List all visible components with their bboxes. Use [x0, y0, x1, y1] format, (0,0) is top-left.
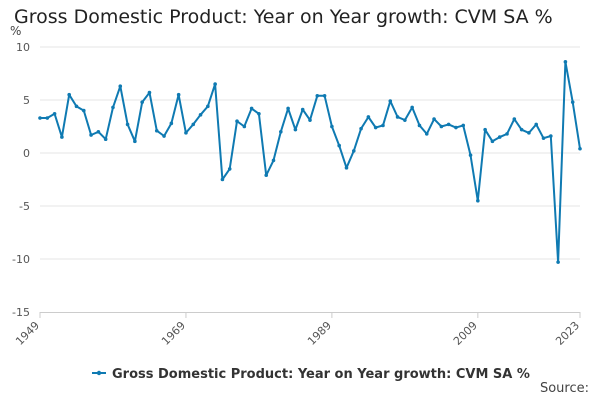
- data-point-1969: [184, 131, 188, 135]
- data-point-1955: [81, 108, 86, 113]
- data-point-1952: [60, 135, 64, 139]
- data-point-2019: [549, 134, 553, 138]
- data-point-2011: [490, 139, 495, 144]
- data-point-2018: [541, 136, 546, 140]
- data-point-1970: [191, 122, 196, 127]
- data-point-1995: [373, 125, 378, 130]
- data-point-1985: [300, 107, 305, 112]
- y-tick-label--15: -15: [12, 306, 30, 319]
- data-point-1994: [366, 115, 371, 119]
- y-tick-label-0: 0: [23, 147, 30, 160]
- data-point-2014: [512, 117, 517, 121]
- data-point-1997: [388, 99, 393, 103]
- y-axis-unit-label: %: [10, 24, 21, 38]
- data-point-2021: [563, 60, 568, 64]
- y-tick-label-5: 5: [23, 94, 30, 107]
- data-point-2013: [505, 132, 509, 136]
- data-point-1949: [38, 116, 42, 120]
- data-point-2002: [424, 132, 429, 136]
- data-point-2016: [527, 131, 531, 135]
- data-point-1967: [169, 121, 174, 126]
- data-point-2012: [497, 135, 502, 139]
- data-point-1971: [198, 113, 203, 117]
- data-point-1988: [322, 93, 327, 98]
- data-point-2015: [519, 127, 524, 132]
- y-tick-label-10: 10: [16, 41, 30, 54]
- data-point-1978: [249, 106, 254, 111]
- data-point-1950: [45, 116, 50, 120]
- data-point-1953: [67, 92, 71, 97]
- data-point-1999: [403, 118, 407, 122]
- data-point-2001: [417, 123, 422, 128]
- data-point-2009: [476, 198, 480, 203]
- x-tick-label-2009: 2009: [451, 319, 480, 348]
- data-point-1976: [235, 119, 239, 123]
- x-tick-label-1969: 1969: [159, 319, 188, 348]
- data-point-2003: [432, 117, 436, 121]
- data-point-1961: [125, 122, 130, 127]
- y-tick-label--10: -10: [12, 253, 30, 266]
- data-point-2022: [570, 100, 575, 104]
- data-point-1973: [213, 82, 217, 86]
- data-point-2008: [468, 153, 473, 157]
- grid-lines: [40, 46, 580, 260]
- data-point-1963: [140, 100, 144, 104]
- data-point-1974: [220, 177, 225, 182]
- data-point-1962: [133, 139, 137, 144]
- data-point-1981: [271, 158, 276, 163]
- data-point-2010: [483, 127, 487, 132]
- data-point-1965: [154, 128, 159, 133]
- source-label: Source:: [539, 381, 589, 396]
- chart-title: Gross Domestic Product: Year on Year gro…: [14, 6, 553, 28]
- x-tick-label-1989: 1989: [305, 319, 334, 348]
- data-point-1956: [89, 133, 93, 137]
- data-point-2007: [461, 123, 466, 128]
- data-point-1977: [242, 124, 247, 129]
- y-axis: 10 5 0 -5 -10 -15%: [10, 24, 30, 319]
- data-point-1960: [118, 84, 123, 89]
- data-point-1958: [103, 137, 108, 142]
- legend-label: Gross Domestic Product: Year on Year gro…: [112, 367, 530, 382]
- data-point-1979: [257, 111, 261, 116]
- data-point-1968: [176, 92, 181, 97]
- data-point-1972: [206, 104, 210, 109]
- data-point-1983: [286, 106, 290, 111]
- data-point-1992: [351, 149, 356, 153]
- data-point-1993: [359, 126, 363, 131]
- x-axis: 1949 1969 1989 2009 2023: [13, 312, 582, 348]
- y-tick-label--5: -5: [19, 200, 30, 213]
- data-point-1982: [279, 130, 283, 134]
- data-point-1996: [381, 123, 385, 128]
- data-point-1991: [344, 166, 349, 170]
- data-point-2017: [534, 122, 539, 127]
- data-point-1975: [227, 167, 232, 171]
- data-point-1987: [315, 93, 320, 98]
- data-point-1951: [52, 111, 57, 116]
- data-point-2020: [556, 260, 560, 264]
- legend[interactable]: Gross Domestic Product: Year on Year gro…: [92, 367, 530, 382]
- data-point-1966: [162, 134, 166, 138]
- data-point-2000: [410, 105, 414, 110]
- data-point-1986: [308, 118, 312, 122]
- data-point-1984: [293, 127, 298, 132]
- data-point-2005: [446, 122, 451, 127]
- data-point-1957: [96, 130, 101, 134]
- data-point-2004: [439, 124, 444, 129]
- series-layer: [38, 60, 582, 264]
- data-point-1990: [337, 143, 341, 148]
- data-point-2006: [454, 125, 458, 130]
- series-line-0: [40, 60, 581, 264]
- x-tick-label-2023: 2023: [553, 319, 582, 348]
- data-point-1989: [330, 124, 334, 129]
- data-point-1959: [111, 105, 115, 110]
- data-point-1980: [264, 173, 269, 178]
- data-point-2023: [578, 146, 582, 151]
- data-point-1998: [395, 115, 400, 119]
- data-point-1964: [147, 90, 152, 95]
- data-point-1954: [74, 104, 79, 109]
- legend-marker-icon: [96, 370, 102, 376]
- x-tick-label-1949: 1949: [13, 319, 42, 348]
